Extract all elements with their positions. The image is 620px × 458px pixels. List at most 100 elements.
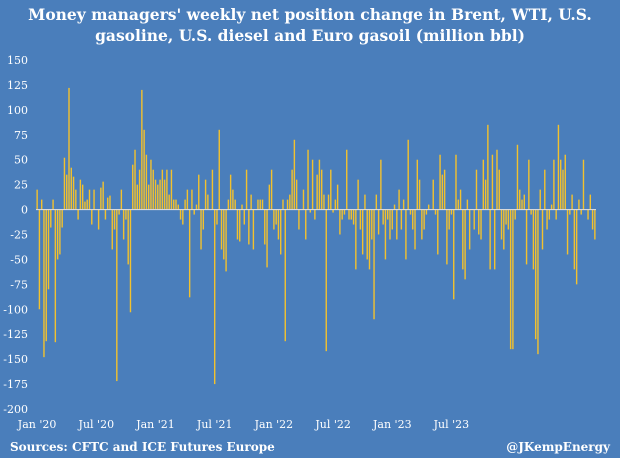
bar xyxy=(102,181,104,210)
bar xyxy=(423,209,425,230)
bar xyxy=(218,129,220,210)
bar xyxy=(343,209,346,215)
bar xyxy=(175,199,177,210)
bar xyxy=(66,174,68,210)
bar xyxy=(359,209,362,230)
bar xyxy=(409,209,412,215)
bar xyxy=(425,209,428,215)
bar xyxy=(507,209,510,230)
bar xyxy=(97,209,100,230)
bar xyxy=(252,209,255,250)
bar xyxy=(457,199,459,210)
bar xyxy=(355,209,357,270)
bar xyxy=(350,209,352,220)
bar xyxy=(191,189,193,210)
bar xyxy=(277,209,280,240)
bar xyxy=(298,209,300,230)
bar xyxy=(136,184,139,210)
chart-title-line-1: Money managers' weekly net position chan… xyxy=(28,5,592,24)
y-tick-label: -25 xyxy=(10,229,28,242)
bar xyxy=(307,149,309,210)
bar xyxy=(245,169,248,210)
bar xyxy=(421,209,423,240)
bar xyxy=(389,209,391,240)
bar xyxy=(216,209,218,225)
x-tick-label: Jan '20 xyxy=(17,418,57,431)
bar xyxy=(125,209,127,220)
bar xyxy=(418,179,421,210)
bar xyxy=(202,209,205,230)
bar xyxy=(516,144,519,210)
bar xyxy=(400,209,403,230)
bar xyxy=(305,209,307,240)
bar xyxy=(539,189,541,210)
bar xyxy=(475,169,478,210)
bar xyxy=(352,209,355,225)
bar xyxy=(432,179,434,210)
bar xyxy=(323,194,325,210)
bar xyxy=(154,179,157,210)
bar xyxy=(259,199,261,210)
bar xyxy=(264,209,266,245)
x-tick-label: Jul '22 xyxy=(314,418,351,431)
bar xyxy=(211,169,214,210)
bar xyxy=(339,209,341,235)
bar xyxy=(157,184,159,210)
bar xyxy=(473,209,475,230)
bar xyxy=(443,169,446,210)
bar xyxy=(184,199,186,210)
bar xyxy=(286,199,289,210)
bar xyxy=(43,209,45,358)
bar xyxy=(478,209,480,235)
bar xyxy=(302,189,305,210)
source-note: Sources: CFTC and ICE Futures Europe xyxy=(10,440,275,454)
bar xyxy=(509,209,512,350)
bar xyxy=(79,179,82,210)
bar xyxy=(227,199,230,210)
bar xyxy=(412,209,414,230)
bar xyxy=(241,204,243,210)
bar xyxy=(47,209,50,290)
bar xyxy=(132,164,134,210)
bar xyxy=(61,209,63,228)
bar xyxy=(489,209,491,270)
bar xyxy=(523,194,525,210)
bar xyxy=(569,209,571,215)
bar xyxy=(375,194,378,210)
bar xyxy=(528,159,530,210)
bar xyxy=(427,204,430,210)
bar xyxy=(100,187,102,210)
bar xyxy=(548,209,551,220)
y-tick-label: 25 xyxy=(14,179,28,192)
bar xyxy=(320,169,323,210)
bar xyxy=(405,209,407,260)
bar xyxy=(52,199,54,210)
bar xyxy=(275,209,277,225)
bar xyxy=(116,209,118,382)
bar xyxy=(225,209,227,272)
bar xyxy=(332,209,334,213)
y-tick-label: -125 xyxy=(3,328,28,341)
bar xyxy=(81,184,84,210)
x-tick-label: Jan '21 xyxy=(135,418,175,431)
bar xyxy=(111,209,113,250)
bar xyxy=(75,189,77,210)
bar xyxy=(534,209,537,340)
bar xyxy=(437,209,439,255)
bar xyxy=(546,209,548,230)
bar xyxy=(261,199,264,210)
bar xyxy=(295,179,298,210)
bar xyxy=(134,149,136,210)
bar xyxy=(159,179,161,210)
bar xyxy=(293,139,296,210)
bar xyxy=(107,197,109,210)
bar xyxy=(147,184,150,210)
bar xyxy=(455,154,457,210)
bar xyxy=(361,209,364,255)
bar xyxy=(371,209,373,240)
bar xyxy=(204,179,207,210)
bar xyxy=(84,201,86,210)
bar xyxy=(177,204,179,210)
bar xyxy=(152,169,154,210)
